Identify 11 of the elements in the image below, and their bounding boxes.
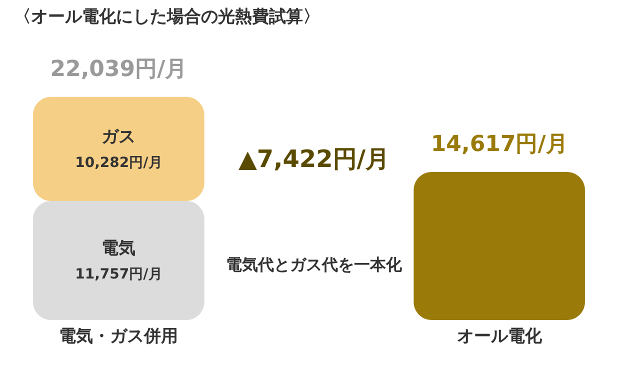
data-label: 10,282円/月 xyxy=(75,154,162,171)
series-label: ガス xyxy=(102,126,136,147)
series-label: 電気 xyxy=(102,238,136,258)
total-label: 14,617円/月 xyxy=(430,132,568,158)
annotation: ▲7,422円/月 xyxy=(238,145,390,173)
data-label: 11,757円/月 xyxy=(75,266,162,282)
chart-title: 〈オール電化にした場合の光熱費試算〉 xyxy=(14,7,320,27)
total-label: 22,039円/月 xyxy=(50,56,188,82)
x-tick-label: オール電化 xyxy=(456,326,543,346)
annotation: 電気代とガス代を一本化 xyxy=(226,255,403,274)
x-tick-label: 電気・ガス併用 xyxy=(59,326,178,346)
